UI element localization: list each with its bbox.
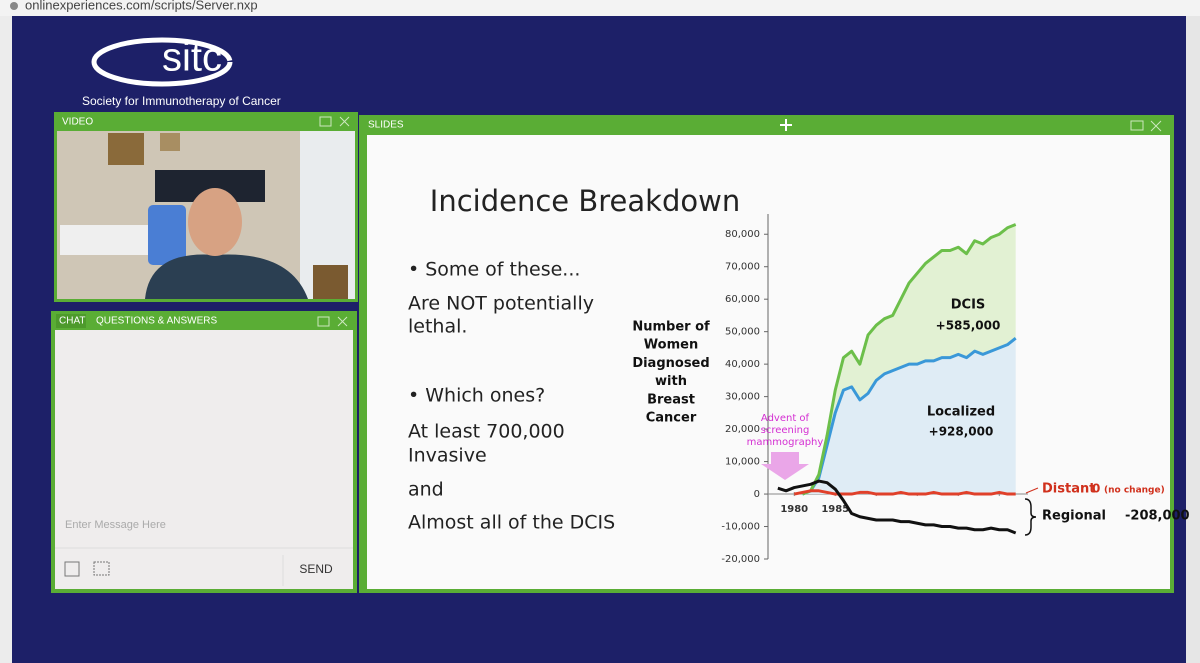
slide-line: Invasive (408, 445, 487, 467)
y-tick-label: 0 (754, 489, 760, 500)
logo-swoosh (91, 37, 233, 87)
left-edge (0, 16, 12, 663)
x-tick-label: 1985 (821, 504, 849, 515)
slide-line: • Some of these... (408, 259, 580, 281)
panel-title: SLIDES (368, 120, 404, 131)
close[interactable] (339, 116, 350, 127)
slide-text: • Some of these... Are NOT potentiallylet… (408, 259, 615, 534)
y-axis-label: Women (644, 338, 698, 353)
tab-bg (56, 314, 86, 328)
slide-line: and (408, 479, 444, 501)
tab[interactable]: CHAT (59, 316, 85, 327)
slide-title: Incidence Breakdown (430, 184, 740, 218)
emoji-button[interactable] (93, 561, 110, 576)
y-axis-label: with (655, 374, 687, 389)
y-tick-label: 80,000 (725, 229, 760, 240)
message-input[interactable]: Enter Message Here (65, 519, 166, 531)
slide-line: Almost all of the DCIS (408, 512, 615, 534)
y-tick-label: 10,000 (725, 457, 760, 468)
x-tick-label: 1980 (780, 504, 808, 515)
y-axis-label: Cancer (646, 411, 697, 426)
y-tick-label: -20,000 (721, 554, 760, 565)
series-label: DCIS (951, 298, 986, 313)
move-handle[interactable] (780, 119, 792, 131)
video-feed (57, 131, 355, 299)
lock-icon (10, 2, 18, 10)
close[interactable] (337, 316, 348, 327)
maximize[interactable] (317, 316, 330, 327)
right-edge (1186, 16, 1200, 663)
logo: sitc (162, 36, 222, 80)
y-tick-label: 40,000 (725, 359, 760, 370)
series-line (793, 489, 1016, 496)
y-tick-label: 70,000 (725, 262, 760, 273)
arrow-label: Advent of (761, 413, 810, 424)
slide-line: • Which ones? (408, 385, 545, 407)
y-tick-label: 50,000 (725, 327, 760, 338)
series-line (777, 479, 1017, 535)
url[interactable]: onlinexperiences.com/scripts/Server.nxp (25, 0, 258, 12)
y-tick-label: 20,000 (725, 424, 760, 435)
panel-title: VIDEO (62, 117, 93, 128)
area-fill (802, 224, 1016, 495)
leader (1025, 487, 1039, 494)
annotation: (no change) (1104, 486, 1165, 496)
y-axis-label: Number of (632, 320, 710, 335)
tab[interactable]: QUESTIONS & ANSWERS (96, 316, 217, 327)
maximize[interactable] (319, 116, 332, 127)
arrow-label: screening (761, 425, 810, 436)
screening-arrow (761, 452, 809, 480)
y-axis-label: Diagnosed (632, 356, 709, 371)
slide-line: Are NOT potentially (408, 293, 594, 315)
slide-line: At least 700,000 (408, 421, 565, 443)
y-tick-label: 30,000 (725, 392, 760, 403)
annotation: +585,000 (936, 319, 1001, 333)
area-fill (802, 338, 1016, 495)
y-tick-label: -10,000 (721, 522, 760, 533)
slide-line: lethal. (408, 316, 467, 338)
address-bar (0, 0, 1200, 16)
annotation: +928,000 (929, 425, 994, 439)
close[interactable] (1150, 120, 1162, 132)
chart: -20,000 -10,000 0 10,000 20,000 30,000 40,000 5… (632, 214, 1190, 565)
send-button[interactable]: SEND (299, 562, 333, 576)
y-axis-label: Breast (647, 392, 695, 407)
y-tick-label: 60,000 (725, 294, 760, 305)
arrow-label: mammography (747, 437, 824, 448)
series-label: Localized (927, 405, 995, 420)
annotation: 0 (1092, 482, 1100, 496)
series-line (801, 223, 1017, 496)
bracket (1024, 498, 1037, 536)
series-label: Regional (1042, 509, 1106, 524)
font-button[interactable] (64, 561, 80, 577)
annotation: -208,000 (1125, 509, 1190, 524)
series-line (801, 336, 1017, 496)
chat-body (55, 330, 353, 589)
maximize[interactable] (1130, 120, 1144, 131)
series-label: Distant (1042, 482, 1095, 497)
org-name: Society for Immunotherapy of Cancer (82, 94, 281, 108)
